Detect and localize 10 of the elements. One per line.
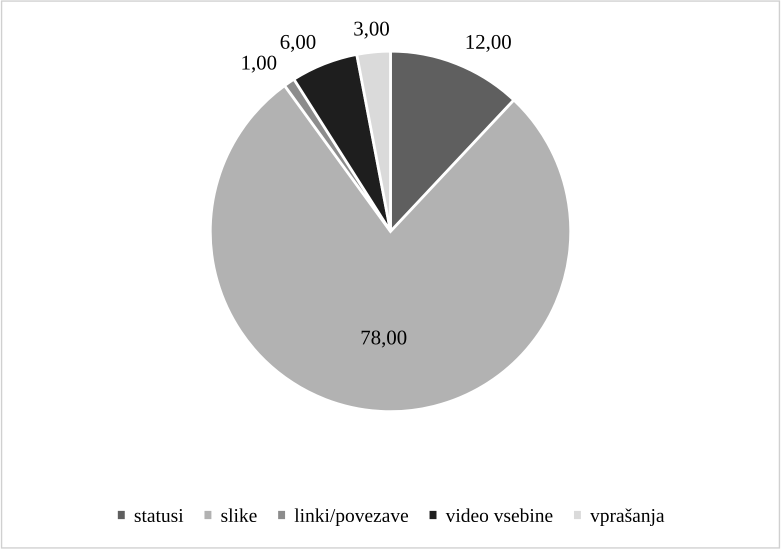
legend-label: linki/povezave bbox=[294, 508, 408, 526]
legend-label: statusi bbox=[134, 508, 184, 522]
legend-label: vprašanja bbox=[590, 508, 664, 526]
legend-label: slike bbox=[221, 508, 257, 522]
data-label: 1,00 bbox=[242, 56, 276, 73]
data-label: 3,00 bbox=[354, 22, 389, 39]
data-label: 78,00 bbox=[362, 330, 406, 348]
legend-label: video vsebine bbox=[446, 508, 552, 522]
data-label: 6,00 bbox=[280, 34, 316, 52]
data-label: 12,00 bbox=[466, 34, 511, 52]
